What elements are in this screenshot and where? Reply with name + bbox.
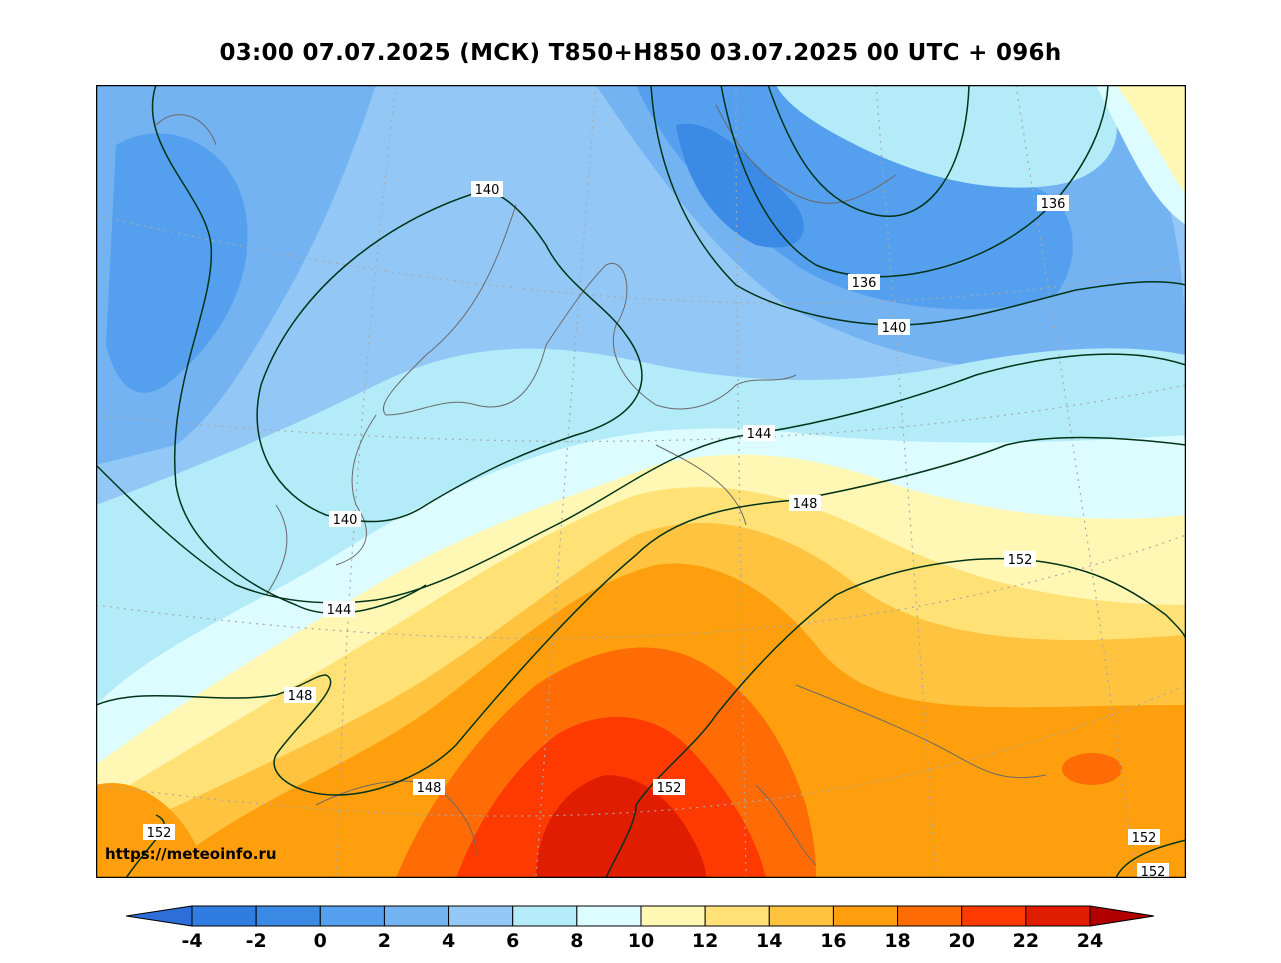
- colorbar: [126, 905, 1155, 927]
- contour-136-outer: [720, 85, 1109, 278]
- warm-spot-se: [1062, 753, 1122, 785]
- colorbar-tick-label: 16: [820, 930, 847, 952]
- band-10-12-ne: [1116, 85, 1186, 195]
- chart-title: 03:00 07.07.2025 (МСК) T850+H850 03.07.2…: [219, 40, 1062, 66]
- contour-label: 152: [657, 781, 682, 796]
- contour-152-c: [1115, 839, 1186, 878]
- contour-label: 140: [475, 183, 500, 198]
- band-0-2-west: [106, 133, 248, 393]
- colorbar-segment: [191, 905, 257, 927]
- colorbar-tick-label: 8: [570, 930, 584, 952]
- contour-136-inner: [767, 85, 970, 217]
- band-0-2-north: [636, 85, 1073, 310]
- colorbar-segment: [319, 905, 385, 927]
- colorbar-segment: [704, 905, 770, 927]
- colorbar-segment: [768, 905, 834, 927]
- band-6-8-ne: [776, 85, 1117, 188]
- colorbar-segment: [640, 905, 706, 927]
- colorbar-segment: [961, 905, 1027, 927]
- contour-label: 140: [882, 321, 907, 336]
- colorbar-segment: [897, 905, 963, 927]
- contour-label: 152: [147, 826, 172, 841]
- colorbar-segment: [255, 905, 321, 927]
- graticule: [96, 85, 1186, 878]
- coastlines: [155, 104, 1047, 866]
- colorbar-tick-label: 2: [377, 930, 392, 952]
- contour-140-loop: [256, 189, 643, 523]
- contour-label: 152: [1141, 865, 1166, 878]
- contour-label: 144: [327, 603, 352, 618]
- colorbar-segment: [832, 905, 899, 927]
- contour-label: 148: [288, 689, 313, 704]
- colorbar-tick-label: 12: [691, 930, 719, 952]
- colorbar-over-arrow: [1089, 905, 1155, 927]
- colorbar-segment: [1025, 905, 1091, 927]
- contour-152-b: [605, 558, 1186, 878]
- contour-label: 136: [1041, 197, 1066, 212]
- colorbar-tick-label: 14: [756, 930, 783, 952]
- colorbar-tick-label: 4: [441, 930, 456, 952]
- colorbar-tick-label: 20: [948, 930, 975, 952]
- colorbar-tick-label: 24: [1076, 930, 1104, 952]
- colorbar-tick-label: 22: [1012, 930, 1040, 952]
- contour-148: [96, 436, 1186, 796]
- contour-label: 148: [417, 781, 442, 796]
- contour-label: 148: [793, 497, 818, 512]
- contour-label: 152: [1008, 553, 1033, 568]
- colorbar-segment: [448, 905, 514, 927]
- contour-labels: 140 136 136 140 144 140 148 144 152 148 …: [143, 181, 1169, 878]
- source-url[interactable]: https://meteoinfo.ru: [105, 845, 277, 863]
- contour-label: 136: [852, 276, 877, 291]
- colorbar-tick-label: 18: [884, 930, 911, 952]
- contour-label: 140: [333, 513, 358, 528]
- band-neg2-0-north: [676, 123, 804, 248]
- colorbar-segment: [576, 905, 642, 927]
- colorbar-segment: [512, 905, 578, 927]
- colorbar-under-arrow: [126, 905, 193, 927]
- colorbar-segment: [383, 905, 450, 927]
- temperature-map: 140 136 136 140 144 140 148 144 152 148 …: [96, 85, 1186, 878]
- colorbar-tick-label: -2: [245, 930, 267, 952]
- colorbar-tick-label: 0: [313, 930, 327, 952]
- contour-144: [96, 353, 1186, 604]
- contour-label: 144: [747, 427, 772, 442]
- colorbar-tick-label: 10: [627, 930, 655, 952]
- colorbar-tick-label: 6: [506, 930, 520, 952]
- band-22-24: [536, 775, 706, 878]
- colorbar-tick-label: -4: [181, 930, 203, 952]
- map-frame: [96, 85, 1186, 878]
- contour-label: 152: [1132, 831, 1157, 846]
